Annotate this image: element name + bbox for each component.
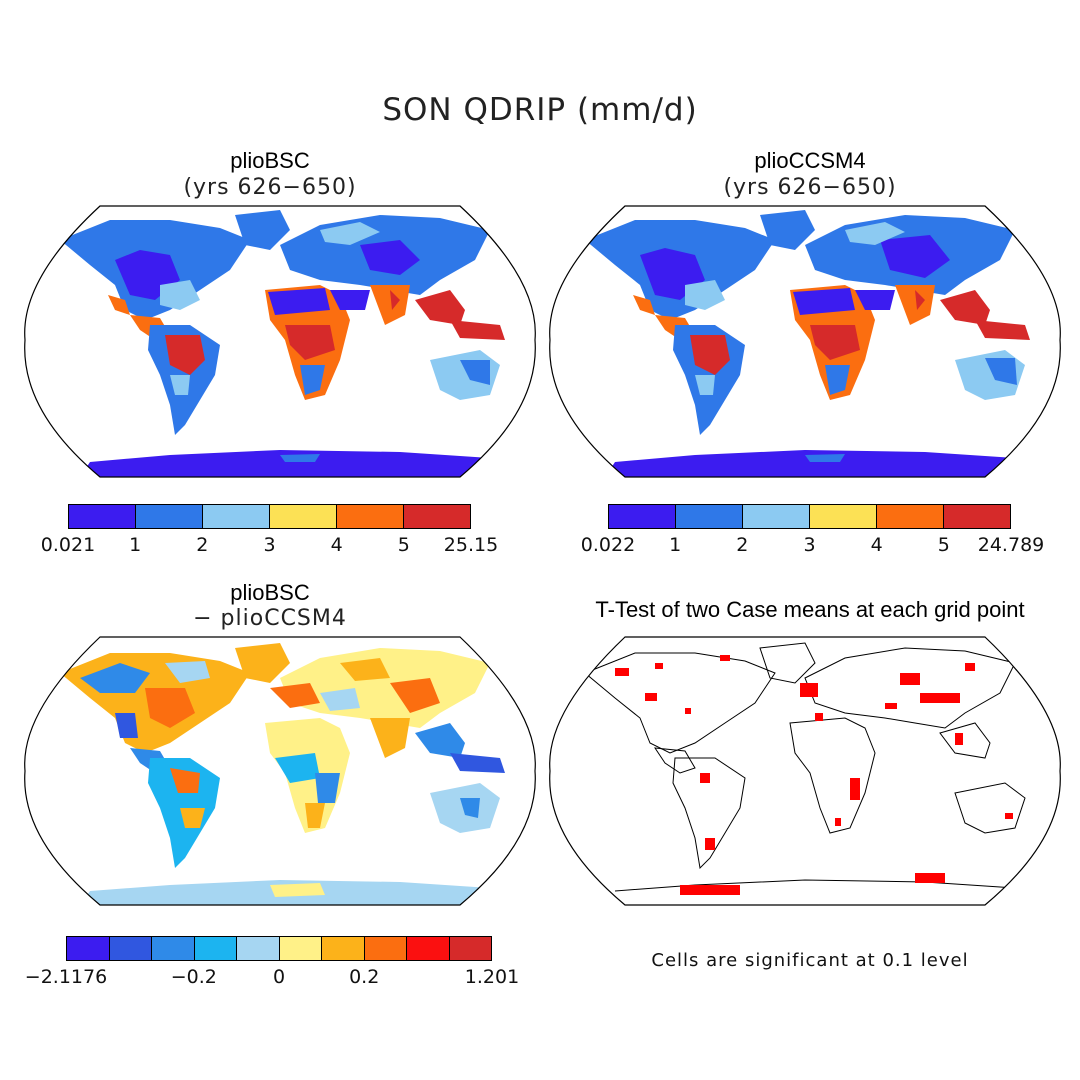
- cb3-tick-label: −2.1176: [24, 966, 108, 988]
- cb2-tick-label: 4: [870, 534, 883, 556]
- cb1-swatch-5: [404, 505, 470, 528]
- cb1-tick-label: 3: [263, 534, 276, 556]
- cb1-swatch-2: [203, 505, 270, 528]
- cb2-tick-label: 3: [803, 534, 816, 556]
- cb2-swatch-3: [810, 505, 877, 528]
- cb3-swatch-8: [407, 937, 450, 960]
- cb1-tick-label: 5: [397, 534, 410, 556]
- cb3-swatch-1: [109, 937, 152, 960]
- cb3-tick-label: −0.2: [170, 966, 217, 988]
- cb2-tick-label: 1: [669, 534, 682, 556]
- panel2-subtitle: (yrs 626−650): [723, 175, 897, 200]
- cb1-tick-label: 4: [330, 534, 343, 556]
- panel3-subtitle: − plioCCSM4: [193, 606, 347, 631]
- cb1-swatch-1: [136, 505, 203, 528]
- cb3-swatch-4: [237, 937, 280, 960]
- cb3-swatch-5: [279, 937, 322, 960]
- cb2-tick-label: 24.789: [977, 534, 1045, 556]
- cb3-tick-label: 0: [272, 966, 286, 988]
- cb3-tick-label: 1.201: [464, 966, 520, 988]
- panel3-title: plioBSC: [230, 580, 310, 605]
- cb3-swatch-7: [364, 937, 407, 960]
- cb2-swatch-5: [944, 505, 1010, 528]
- significance-note: Cells are significant at 0.1 level: [651, 950, 969, 971]
- panel1-title: plioBSC: [230, 148, 310, 173]
- map-panel-plioCCSM4: [549, 205, 1061, 478]
- panel4-title: T-Test of two Case means at each grid po…: [595, 597, 1025, 622]
- cb1-tick-label: 2: [196, 534, 209, 556]
- map-panel-difference: [24, 636, 536, 906]
- cb1-tick-label: 1: [129, 534, 142, 556]
- cb3-tick-label: 0.2: [349, 966, 380, 988]
- cb3-swatch-2: [152, 937, 195, 960]
- colorbar-plioCCSM4: [608, 504, 1011, 529]
- cb3-swatch-3: [194, 937, 237, 960]
- map-panel-plioBSC: [24, 205, 536, 478]
- colorbar-difference: [66, 936, 492, 961]
- cb2-tick-label: 0.022: [580, 534, 636, 556]
- cb1-swatch-4: [337, 505, 404, 528]
- cb1-tick-label: 0.021: [40, 534, 96, 556]
- cb3-swatch-9: [449, 937, 491, 960]
- cb3-swatch-0: [67, 937, 110, 960]
- figure-title: SON QDRIP (mm/d): [382, 92, 698, 128]
- cb2-tick-label: 5: [937, 534, 950, 556]
- cb2-tick-label: 2: [736, 534, 749, 556]
- colorbar-plioBSC: [68, 504, 471, 529]
- map-panel-ttest: [549, 636, 1061, 906]
- panel1-subtitle: (yrs 626−650): [183, 175, 357, 200]
- cb1-swatch-3: [270, 505, 337, 528]
- cb2-swatch-2: [743, 505, 810, 528]
- cb2-swatch-0: [609, 505, 676, 528]
- cb2-swatch-4: [877, 505, 944, 528]
- cb1-tick-label: 25.15: [443, 534, 499, 556]
- cb2-swatch-1: [676, 505, 743, 528]
- cb3-swatch-6: [322, 937, 365, 960]
- cb1-swatch-0: [69, 505, 136, 528]
- panel2-title: plioCCSM4: [754, 148, 866, 173]
